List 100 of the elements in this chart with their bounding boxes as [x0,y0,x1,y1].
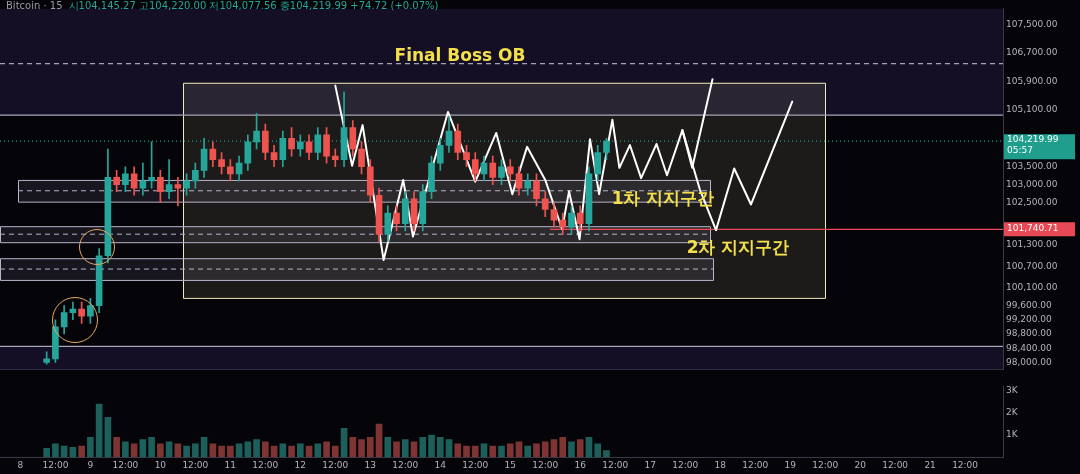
y-tick-label: 98,000.00 [1006,356,1053,367]
bar [506,443,514,458]
bar [314,443,322,458]
x-tick-label: 12:00 [742,459,769,470]
x-tick-label: 12:00 [462,459,489,470]
bar [393,441,400,458]
bar [445,439,453,458]
bar [165,441,173,458]
bar [253,439,260,458]
chart-subtitle: 시104,145.27 고104,220.00 저104,077.56 종104,219.99 +74.72 (+0.07%) [68,0,439,11]
bar [515,441,523,458]
bar [550,439,558,458]
x-tick-label: 12:00 [392,459,419,470]
x-tick-label: 14 [434,459,447,470]
x-tick-label: 12:00 [42,459,69,470]
bar [384,436,392,458]
bar [559,436,567,458]
x-tick-label: 12 [294,459,307,470]
bar [113,436,120,458]
x-tick-label: 12:00 [882,459,909,470]
x-tick-label: 12:00 [252,459,279,470]
x-tick-label: 15 [504,459,516,470]
bar [279,443,287,458]
bar [148,436,155,458]
bar [296,443,304,458]
bar [436,436,444,458]
x-tick-label: 12:00 [952,459,979,470]
y-tick-label: 107,500.00 [1006,18,1058,29]
candlestick [165,159,173,200]
bar [410,441,418,458]
y-tick-label: 98,400.00 [1006,342,1053,353]
x-tick-label: 12:00 [672,459,699,470]
y-tick-label: 102,500.00 [1006,196,1058,207]
x-tick-label: 9 [87,459,94,470]
y-tick-label: 101,300.00 [1006,239,1058,250]
y-tick-label: 99,600.00 [1006,299,1053,310]
x-tick-label: 12:00 [322,459,349,470]
bar [262,441,269,458]
ref-line-label: 104,219.99 05:57 [1007,134,1059,156]
x-tick-label: 19 [784,459,797,470]
bar [122,441,129,458]
x-tick-label: 8 [17,459,24,470]
x-tick-label: 12:00 [812,459,839,470]
bar [401,439,409,458]
y-tick-label: 1K [1006,429,1019,440]
bar [568,441,575,458]
x-tick-label: 18 [714,459,727,470]
bar [358,439,365,458]
x-tick-label: 12:00 [112,459,139,470]
bar [454,443,462,458]
bar [157,443,164,458]
y-tick-label: 3K [1006,385,1019,396]
y-tick-label: 106,700.00 [1006,47,1058,58]
x-tick-label: 12:00 [532,459,559,470]
bar [192,443,199,458]
y-tick-label: 100,100.00 [1006,282,1058,293]
candlestick [331,148,339,168]
y-tick-label: 103,000.00 [1006,178,1058,189]
x-tick-label: 10 [154,459,167,470]
y-tick-label: 105,100.00 [1006,104,1058,115]
bar [366,436,374,458]
bar [104,417,112,458]
y-tick-label: 98,800.00 [1006,328,1053,339]
x-tick-label: 11 [224,459,237,470]
bar [331,445,339,458]
bar [489,445,497,458]
bar [463,445,470,458]
bar [183,445,190,458]
x-tick-label: 17 [644,459,656,470]
x-tick-label: 13 [364,459,377,470]
bar [78,445,85,458]
y-tick-label: 2K [1006,407,1019,418]
bar [603,450,610,458]
bar [349,436,357,458]
bar [52,443,59,458]
band-label: Final Boss OB [394,45,526,66]
bar [323,441,330,458]
y-tick-label: 100,700.00 [1006,260,1058,271]
bar [594,443,602,458]
bar [419,436,427,458]
chart-title: Bitcoin · 15 [6,0,63,11]
y-tick-label: 99,200.00 [1006,314,1053,325]
bar [288,445,295,458]
bar [471,445,479,458]
y-tick-label: 105,900.00 [1006,75,1058,86]
bar [576,439,584,458]
x-tick-label: 16 [574,459,587,470]
bar [541,441,549,458]
x-tick-label: 21 [924,459,936,470]
bar [87,436,94,458]
bar [227,445,234,458]
ref-line-label: 101,740.71 [1007,222,1059,233]
bar [340,428,348,458]
x-tick-label: 12:00 [182,459,209,470]
band-label: 2차 지지구간 [686,236,790,257]
bar [218,445,225,458]
bar [498,445,505,458]
y-tick-label: 103,500.00 [1006,161,1058,172]
bar [244,441,252,458]
x-tick-label: 12:00 [602,459,629,470]
